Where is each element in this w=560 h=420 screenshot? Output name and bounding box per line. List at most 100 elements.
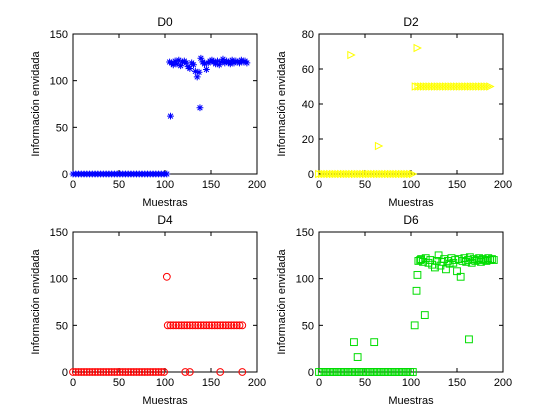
data-point [191,67,199,75]
x-tick-label: 50 [359,179,371,191]
data-point [162,272,171,281]
data-point [406,169,415,179]
data-point [213,321,222,330]
x-tick-label: 100 [402,377,420,389]
data-point [455,82,465,91]
data-point [425,82,434,91]
x-tick-label: 200 [248,179,266,191]
data-point [196,104,204,112]
data-point [199,321,208,330]
data-point [408,368,417,376]
data-point [93,368,102,376]
data-point [169,321,178,330]
data-point [203,66,210,73]
data-point [334,169,343,179]
data-point [177,321,186,330]
data-point [124,368,133,376]
data-point [214,57,221,65]
data-point [422,82,432,91]
data-point [177,62,185,70]
data-point [201,60,208,68]
y-axis-label: Información envidada [30,249,42,355]
y-tick-label: 60 [302,64,314,76]
data-point [480,82,490,91]
data-point [419,82,429,91]
data-point [238,321,247,330]
data-point [197,54,205,62]
data-point [414,257,423,265]
data-point [77,368,86,376]
data-point [190,61,197,69]
subplot-d6: 0 50 100 150 200 0 50 100 150 D6 Muestras Informaci… [276,213,512,407]
y-axis-label: Información envidada [30,51,42,157]
data-point [326,169,335,179]
data-point [350,169,360,179]
data-point [185,368,194,376]
x-axis-label: Muestras [388,395,434,407]
data-point [465,335,473,344]
y-tick-label: 0 [62,367,68,379]
data-point [181,368,190,376]
data-point [367,169,376,179]
data-point [216,368,225,376]
data-point [215,61,223,69]
data-point [102,368,111,376]
data-point [228,56,236,64]
y-tick-label: 100 [50,274,68,286]
data-point [167,112,174,120]
data-point [464,82,473,91]
x-tick-label: 150 [202,377,220,389]
data-point [185,321,194,330]
data-point [413,43,422,53]
data-point [489,256,498,264]
data-point [414,82,423,91]
data-point [234,58,242,66]
data-point [129,368,138,376]
data-point [196,321,205,330]
y-tick-label: 80 [302,29,314,41]
data-point [226,60,234,68]
data-point [85,368,94,376]
data-point [186,65,194,72]
data-point [362,169,371,179]
data-series [315,251,498,376]
data-point [375,169,385,179]
data-point [157,368,166,376]
data-point [413,271,422,279]
data-point [169,61,177,69]
x-tick-label: 0 [70,179,76,191]
data-point [359,169,368,179]
data-point [447,82,456,91]
x-axis-label: Muestras [388,197,434,209]
y-tick-label: 20 [302,134,314,146]
data-point [323,169,332,179]
y-tick-label: 100 [50,76,68,88]
data-point [453,82,462,91]
x-tick-label: 50 [359,377,371,389]
data-point [320,169,330,179]
chart-title: D0 [157,15,173,29]
data-point [339,169,349,179]
axes-box [72,231,258,373]
axes-box [72,33,258,175]
y-tick-label: 0 [308,367,314,379]
data-point [104,368,113,376]
data-point [110,368,119,376]
data-point [370,169,379,179]
data-point [212,60,219,68]
y-tick-label: 150 [296,227,314,239]
data-point [472,82,481,91]
x-tick-label: 50 [113,179,125,191]
data-point [118,368,127,376]
data-point [374,141,384,151]
data-point [174,321,183,330]
chart-title: D4 [157,213,173,227]
data-point [171,57,179,65]
data-point [243,59,251,67]
data-point [438,257,447,266]
y-axis-label: Información envidada [276,249,288,355]
chart-title: D2 [403,15,419,29]
data-point [223,57,231,65]
data-point [88,368,97,376]
